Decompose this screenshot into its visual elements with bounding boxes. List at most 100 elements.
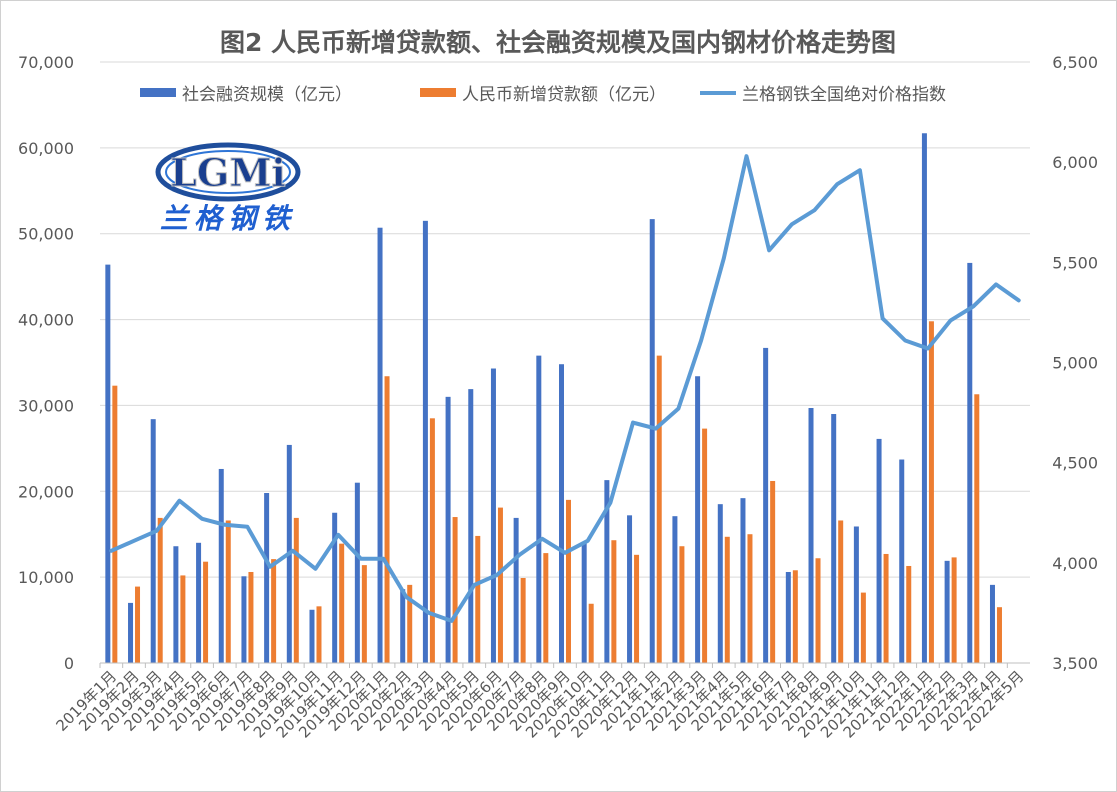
line-price-index <box>109 154 1021 623</box>
bar-financing <box>354 482 360 663</box>
legend-label-loans: 人民币新增贷款额（亿元） <box>462 85 666 105</box>
bar-loans <box>407 584 413 663</box>
bar-loans <box>225 520 231 663</box>
y-left-tick-label: 40,000 <box>18 311 74 330</box>
logo-subtext: 兰格钢铁 <box>160 202 296 235</box>
bar-loans <box>339 543 345 663</box>
bar-financing <box>581 542 587 663</box>
legend-swatch-financing <box>140 88 176 97</box>
bar-loans <box>974 394 980 663</box>
legend-label-price-index: 兰格钢铁全国绝对价格指数 <box>742 85 946 105</box>
bar-financing <box>876 438 882 663</box>
chart-title: 图2 人民币新增贷款额、社会融资规模及国内钢材价格走势图 <box>220 28 896 57</box>
bar-financing <box>763 347 769 663</box>
bar-loans <box>497 507 503 663</box>
bar-loans <box>588 603 594 663</box>
legend-label-financing: 社会融资规模（亿元） <box>182 85 352 105</box>
bar-financing <box>377 227 383 663</box>
y-right-tick-label: 6,500 <box>1052 53 1098 72</box>
bar-financing <box>536 355 542 663</box>
bar-loans <box>112 385 118 663</box>
bar-financing <box>445 396 451 663</box>
y-right-tick-label: 6,000 <box>1052 153 1098 172</box>
bar-loans <box>157 517 163 663</box>
y-left-tick-label: 70,000 <box>18 53 74 72</box>
bar-financing <box>128 602 134 663</box>
bar-loans <box>792 570 798 663</box>
bar-financing <box>173 546 179 663</box>
bar-financing <box>649 219 655 663</box>
bar-loans <box>770 480 776 663</box>
logo-mark: LGMi <box>170 150 286 195</box>
y-left-tick-label: 50,000 <box>18 225 74 244</box>
bar-financing <box>105 264 111 663</box>
bar-loans <box>248 571 254 663</box>
bar-loans <box>724 536 730 663</box>
bar-financing <box>264 493 270 663</box>
bar-financing <box>400 589 406 663</box>
bar-financing <box>967 262 973 663</box>
bar-loans <box>883 553 889 663</box>
bar-financing <box>717 504 723 663</box>
bar-loans <box>815 558 821 663</box>
gridlines <box>100 61 1030 578</box>
bar-financing <box>218 468 224 663</box>
bar-financing <box>695 376 701 663</box>
bar-financing <box>196 542 202 663</box>
bar-financing <box>309 609 315 663</box>
bar-financing <box>921 133 927 664</box>
y-axis-right: 3,500 4,000 4,500 5,000 5,500 6,000 6,500 <box>1052 53 1098 673</box>
bar-financing <box>604 480 610 663</box>
bar-loans <box>656 355 662 663</box>
bar-financing <box>490 368 496 663</box>
bar-financing <box>241 576 247 663</box>
bar-loans <box>384 376 390 663</box>
y-right-tick-label: 5,500 <box>1052 253 1098 272</box>
bar-financing <box>853 526 859 663</box>
bar-financing <box>559 364 564 663</box>
bar-loans <box>475 535 481 663</box>
bar-financing <box>989 584 995 663</box>
bar-loans <box>634 554 640 663</box>
bar-financing <box>785 571 791 663</box>
bar-financing <box>808 408 814 663</box>
bar-financing <box>513 517 519 663</box>
y-right-tick-label: 5,000 <box>1052 354 1098 373</box>
bar-loans <box>361 565 367 663</box>
bar-loans <box>679 546 685 663</box>
bars <box>105 133 1002 664</box>
y-left-tick-label: 60,000 <box>18 139 74 158</box>
bar-loans <box>702 428 708 663</box>
bar-financing <box>332 512 338 663</box>
y-left-tick-label: 20,000 <box>18 482 74 501</box>
legend-swatch-loans <box>420 88 456 97</box>
line-series <box>109 154 1021 623</box>
bar-financing <box>672 516 678 663</box>
bar-financing <box>150 419 156 663</box>
x-axis: 2019年1月2019年2月2019年3月2019年4月2019年5月2019年… <box>52 662 1030 742</box>
y-left-tick-label: 0 <box>64 654 74 673</box>
bar-loans <box>996 607 1002 663</box>
bar-financing <box>627 515 633 663</box>
bar-loans <box>906 565 912 663</box>
bar-financing <box>468 389 474 663</box>
bar-loans <box>316 606 322 663</box>
bar-loans <box>203 561 209 663</box>
bar-financing <box>899 459 905 663</box>
bar-loans <box>180 575 186 663</box>
y-left-tick-label: 10,000 <box>18 568 74 587</box>
bar-loans <box>429 418 435 663</box>
y-left-tick-label: 30,000 <box>18 396 74 415</box>
bar-financing <box>422 220 428 664</box>
bar-financing <box>831 414 837 663</box>
bar-loans <box>928 321 934 663</box>
lgmi-logo: LGMi 兰格钢铁 <box>155 142 301 235</box>
bar-financing <box>740 498 746 663</box>
y-axis-left: 0 10,000 20,000 30,000 40,000 50,000 60,000 70,… <box>18 53 74 673</box>
bar-loans <box>520 578 526 663</box>
bar-loans <box>566 499 571 663</box>
legend: 社会融资规模（亿元） 人民币新增贷款额（亿元） 兰格钢铁全国绝对价格指数 <box>140 85 946 105</box>
bar-loans <box>135 586 141 663</box>
y-right-tick-label: 4,000 <box>1052 554 1098 573</box>
